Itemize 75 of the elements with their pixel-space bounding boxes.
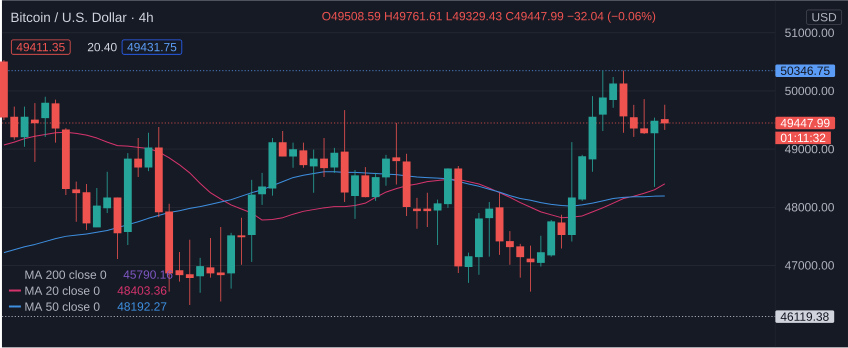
candlestick xyxy=(372,172,380,202)
candlestick xyxy=(310,149,318,194)
candlestick xyxy=(227,232,235,290)
candlestick xyxy=(216,226,225,302)
annotation: MA 200 close 0 xyxy=(25,270,106,280)
ref-line-label: 50346.75 xyxy=(780,66,830,76)
candlestick xyxy=(124,152,132,246)
candlestick xyxy=(402,154,411,217)
candlestick xyxy=(413,198,421,230)
candlestick xyxy=(588,96,596,172)
candlestick xyxy=(568,142,576,242)
legend-label: MA 50 close 0 xyxy=(25,302,100,312)
candlestick xyxy=(444,168,452,208)
candlestick xyxy=(72,181,80,222)
candlestick xyxy=(496,192,504,256)
candlestick xyxy=(114,197,122,260)
candlestick xyxy=(299,142,308,168)
candlestick xyxy=(176,252,184,282)
y-tick-label: 48000.00 xyxy=(784,203,834,212)
candlestick xyxy=(578,154,586,202)
candlestick xyxy=(526,245,534,292)
candlestick xyxy=(598,70,607,132)
candlestick xyxy=(186,240,194,306)
candlestick xyxy=(144,132,152,172)
candlestick xyxy=(558,214,566,250)
candlestick xyxy=(0,60,8,121)
candlestick xyxy=(20,106,28,148)
annotation: O49508.59 H49761.61 L49329.43 C49447.99 −32.04 (−0.06%) xyxy=(322,12,656,23)
ref-line-label: 49447.99 xyxy=(780,119,830,128)
annotation: 48403.36 xyxy=(117,286,166,295)
annotation: 48192.27 xyxy=(117,302,166,311)
ref-line-label: 46119.38 xyxy=(780,312,829,322)
y-tick-label: 47000.00 xyxy=(784,261,834,270)
candlestick xyxy=(423,192,432,228)
candlestick xyxy=(206,238,214,278)
candlestick xyxy=(238,218,246,266)
annotation: 49431.75 xyxy=(127,43,176,52)
y-tick-label: 50000.00 xyxy=(785,86,834,96)
candlestick xyxy=(434,199,442,246)
candlestick xyxy=(609,76,618,108)
annotation: 49411.35 xyxy=(16,43,65,52)
candlestick xyxy=(248,180,256,263)
candlestick xyxy=(464,252,472,284)
candlestick xyxy=(154,126,163,218)
candlestick xyxy=(62,128,70,196)
annotation: 20.40 xyxy=(88,43,117,52)
candlestick xyxy=(289,142,297,168)
candlestick xyxy=(454,166,462,274)
candlestick xyxy=(330,148,338,174)
y-tick-label: 49000.00 xyxy=(784,145,834,154)
candlestick xyxy=(278,130,287,158)
text: Bitcoin / U.S. Dollar · 4h xyxy=(12,12,153,22)
candlestick xyxy=(382,154,390,186)
candlestick xyxy=(361,166,370,198)
candlestick xyxy=(475,212,483,276)
legend-label: MA 20 close 0 xyxy=(25,286,100,296)
candlestick xyxy=(547,220,556,258)
candlestick xyxy=(103,172,112,214)
candlestick xyxy=(485,202,494,258)
candlestick xyxy=(196,258,204,294)
candlestick xyxy=(258,172,266,206)
candlestick xyxy=(320,138,328,178)
text: 01:11:32 xyxy=(780,134,826,142)
candlestick xyxy=(41,96,50,138)
candlestick xyxy=(516,244,524,278)
candlestick xyxy=(650,117,658,188)
text: USD xyxy=(812,13,836,22)
candlestick xyxy=(351,170,359,220)
candlestick xyxy=(536,236,545,268)
candlestick xyxy=(92,188,101,228)
candlestick xyxy=(506,230,514,266)
y-tick-label: 51000.00 xyxy=(785,28,834,38)
candlestick xyxy=(268,138,276,196)
candlestick xyxy=(82,184,90,231)
candlestick xyxy=(134,138,142,178)
